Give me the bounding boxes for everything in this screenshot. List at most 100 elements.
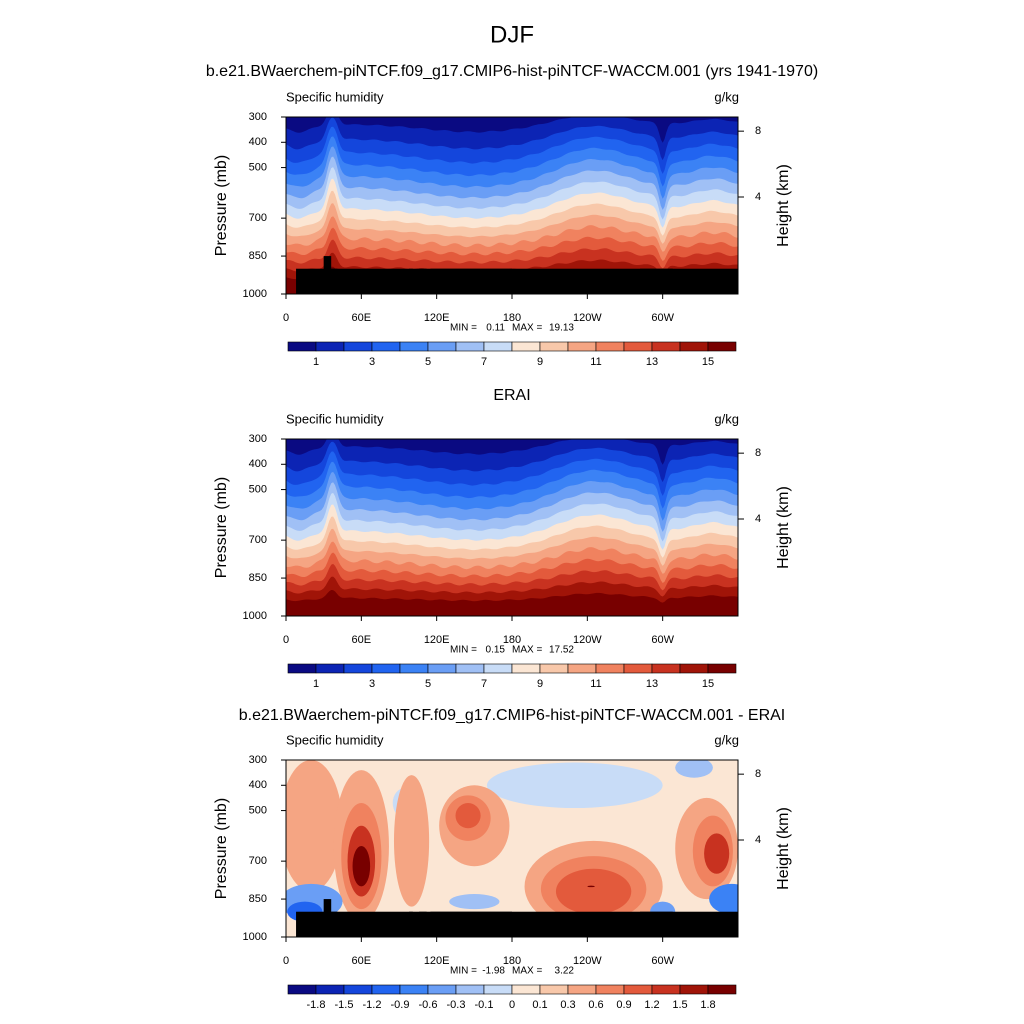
colorbar-box [427,341,457,352]
left-label: Specific humidity [286,411,384,426]
right-label: g/kg [714,732,739,747]
colorbar-box [707,663,737,674]
contour-band [675,760,713,778]
y2-tick-label: 4 [755,834,761,846]
topography [640,911,673,937]
colorbar-box [679,341,709,352]
topography [323,256,332,294]
colorbar-box [427,663,457,674]
x-tick-label: 120E [424,634,450,646]
max-label: MAX = [512,645,542,656]
contour-band [709,883,738,915]
y2-axis-label: Height (km) [775,807,792,890]
y-tick-label: 300 [249,433,267,445]
colorbar-label: -1.5 [335,999,354,1011]
y-tick-label: 400 [249,779,267,791]
colorbar-label: 7 [481,678,487,690]
contour-field [286,117,738,294]
colorbar-label: 1 [313,678,319,690]
y-tick-label: 850 [249,250,267,262]
colorbar-box [371,984,401,995]
colorbar-box [651,663,681,674]
y-tick-label: 700 [249,212,267,224]
max-value: 19.13 [549,323,574,334]
topography [419,268,427,294]
y-axis-label: Pressure (mb) [213,155,230,256]
colorbar-box [287,984,317,995]
colorbar-box [287,663,317,674]
colorbar-box [567,341,597,352]
colorbar-box [399,984,429,995]
x-tick-label: 120E [424,312,450,324]
colorbar-box [511,341,541,352]
topography [640,268,673,294]
y-tick-label: 500 [249,161,267,173]
left-label: Specific humidity [286,732,384,747]
x-tick-label: 60E [352,634,372,646]
colorbar-box [343,984,373,995]
x-tick-label: 180 [503,634,521,646]
contour-band [704,833,730,874]
topography [419,911,427,937]
colorbar-label: -1.8 [307,999,326,1011]
topography [430,268,512,294]
contour-band [449,894,500,910]
y2-tick-label: 8 [755,125,761,137]
topography [323,899,332,937]
colorbar-box [371,663,401,674]
colorbar-box [539,984,569,995]
max-value: 3.22 [555,966,575,977]
colorbar-box [511,984,541,995]
panel-title: ERAI [493,387,530,404]
x-tick-label: 60E [352,312,372,324]
colorbar-label: 3 [369,678,375,690]
colorbar-label: 1.8 [700,999,715,1011]
colorbar-box [455,984,485,995]
colorbar-box [399,663,429,674]
colorbar-label: 13 [646,356,658,368]
panel-title: b.e21.BWaerchem-piNTCF.f09_g17.CMIP6-his… [206,63,818,80]
colorbar-box [343,663,373,674]
colorbar-label: -1.2 [363,999,382,1011]
topography [409,911,413,937]
colorbar-box [707,984,737,995]
x-tick-label: 60E [352,955,372,967]
figure-title: DJF [490,21,534,48]
y-tick-label: 300 [249,754,267,766]
y2-tick-label: 8 [755,447,761,459]
y-tick-label: 700 [249,855,267,867]
contour-field [286,439,738,616]
colorbar-box [315,663,345,674]
panel-title: b.e21.BWaerchem-piNTCF.f09_g17.CMIP6-his… [239,707,786,724]
y2-axis-label: Height (km) [775,164,792,247]
contour-band [286,760,343,892]
max-label: MAX = [512,323,542,334]
colorbar-label: 0 [509,999,515,1011]
colorbar-box [567,663,597,674]
colorbar-label: -0.1 [475,999,494,1011]
min-value: 0.11 [486,323,505,334]
colorbar-label: 11 [590,356,601,368]
contour-band [486,762,663,809]
colorbar-box [399,341,429,352]
y2-tick-label: 4 [755,513,761,525]
topography [331,911,338,937]
contour-band [393,775,430,907]
y-tick-label: 1000 [243,288,267,300]
y-axis-label: Pressure (mb) [213,477,230,578]
colorbar-label: 15 [702,678,714,690]
contour-band [352,845,371,887]
colorbar-label: 9 [537,678,543,690]
colorbar-label: 11 [590,678,601,690]
x-tick-label: 120W [573,634,602,646]
colorbar-label: 1.5 [672,999,687,1011]
y-tick-label: 400 [249,136,267,148]
colorbar-label: 0.9 [616,999,631,1011]
colorbar-box [343,341,373,352]
colorbar-label: -0.9 [391,999,410,1011]
min-value: -1.98 [482,966,505,977]
y-tick-label: 300 [249,111,267,123]
right-label: g/kg [714,89,739,104]
topography [430,911,512,937]
contour-band [286,590,738,616]
